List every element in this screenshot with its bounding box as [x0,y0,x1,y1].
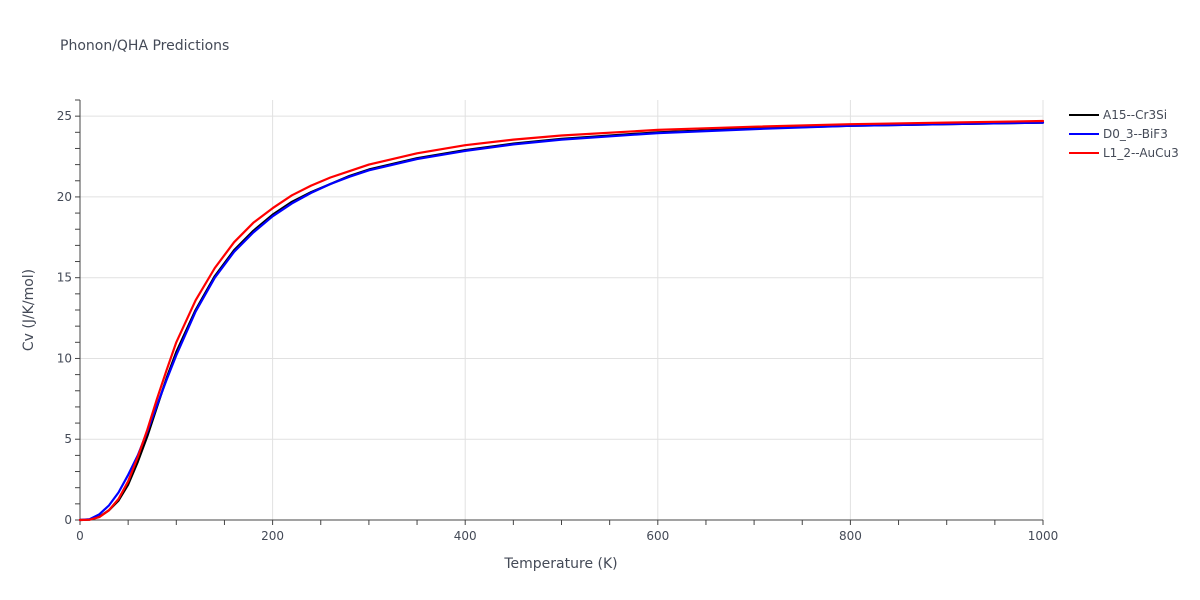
legend-item[interactable]: L1_2--AuCu3 [1069,146,1179,160]
legend-item[interactable]: A15--Cr3Si [1069,108,1167,122]
series-line-2 [78,119,1045,522]
legend-item[interactable]: D0_3--BiF3 [1069,127,1168,141]
y-tick-label: 0 [64,513,72,527]
x-tick-label: 400 [454,529,477,543]
y-tick-label: 25 [57,109,72,123]
y-tick-label: 15 [57,271,72,285]
legend-label: D0_3--BiF3 [1103,127,1168,141]
y-tick-label: 10 [57,351,72,365]
x-tick-label: 0 [76,529,84,543]
y-tick-label: 5 [64,432,72,446]
axes: 0 200 400 600 800 1000 0 5 10 15 20 25 [57,99,1059,543]
x-axis-title: Temperature (K) [503,556,617,572]
legend[interactable]: A15--Cr3Si D0_3--BiF3 L1_2--AuCu3 [1069,108,1179,160]
y-axis-title: Cv (J/K/mol) [21,269,37,351]
series-line-1 [78,121,1045,522]
series-layer [78,119,1045,522]
x-tick-label: 200 [261,529,284,543]
x-tick-label: 600 [646,529,669,543]
legend-label: L1_2--AuCu3 [1103,146,1179,160]
y-tick-label: 20 [57,190,72,204]
grid [80,100,1044,520]
x-tick-label: 800 [839,529,862,543]
chart-title: Phonon/QHA Predictions [60,38,229,54]
legend-label: A15--Cr3Si [1103,108,1167,122]
series-line-0 [78,121,1045,522]
x-tick-label: 1000 [1028,529,1059,543]
